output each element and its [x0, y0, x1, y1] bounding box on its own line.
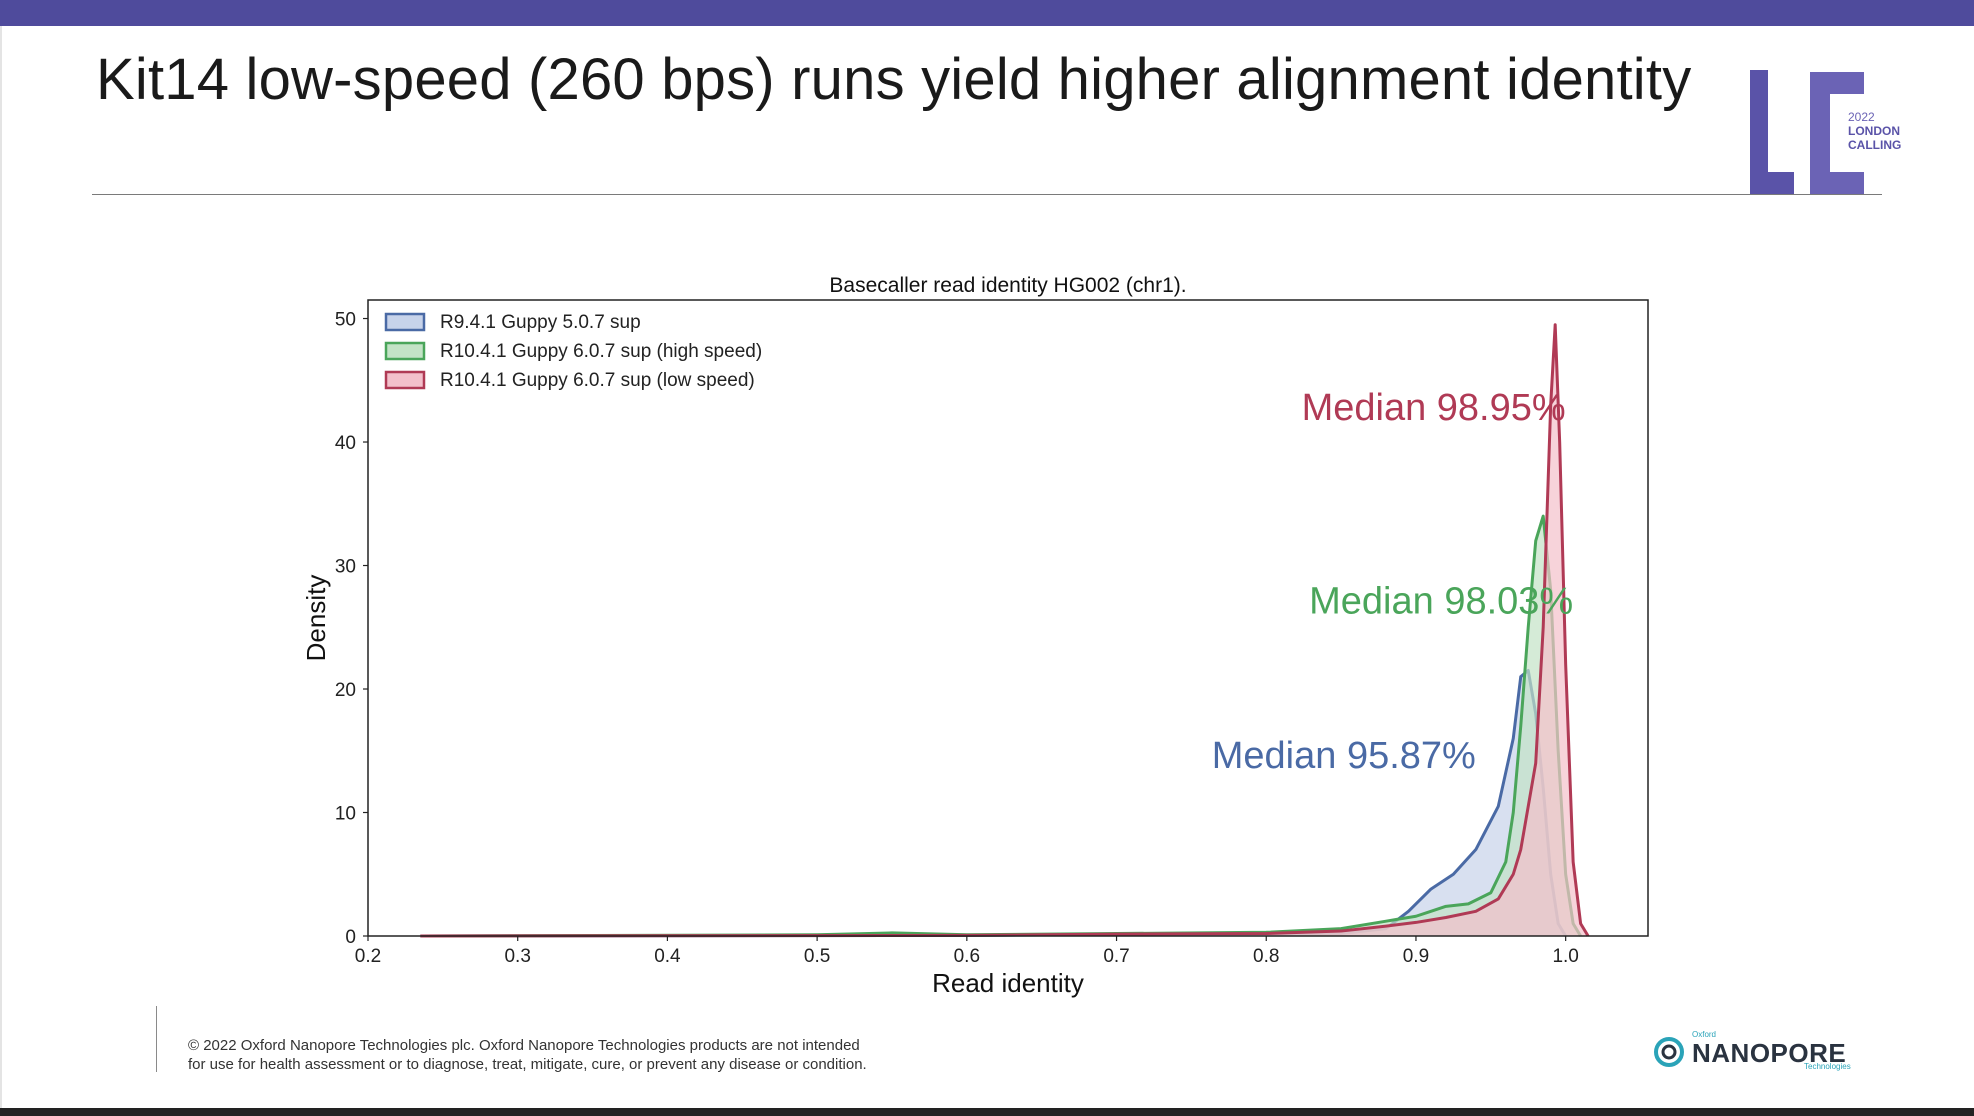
series-area-1 — [420, 670, 1566, 936]
footer-divider — [156, 1006, 157, 1072]
x-tick-label: 0.6 — [954, 946, 980, 967]
y-tick-label: 40 — [335, 433, 356, 454]
slide-title: Kit14 low-speed (260 bps) runs yield hig… — [96, 47, 1692, 112]
x-tick-label: 0.8 — [1253, 946, 1279, 967]
x-tick-label: 0.2 — [355, 946, 381, 967]
footer-line-1: © 2022 Oxford Nanopore Technologies plc.… — [188, 1037, 860, 1054]
slide-left-edge — [0, 26, 2, 1108]
legend-label-2: R10.4.1 Guppy 6.0.7 sup (high speed) — [440, 341, 762, 362]
footer-disclaimer: © 2022 Oxford Nanopore Technologies plc.… — [188, 1036, 867, 1074]
lc-year: 2022 — [1848, 110, 1875, 124]
title-divider — [92, 194, 1882, 195]
x-tick-label: 0.3 — [504, 946, 530, 967]
series-line-1 — [420, 668, 1567, 938]
legend-label-3: R10.4.1 Guppy 6.0.7 sup (low speed) — [440, 370, 755, 391]
y-axis-label: Density — [301, 575, 331, 662]
nanopore-technologies: Technologies — [1804, 1062, 1851, 1071]
read-identity-density-chart: Basecaller read identity HG002 (chr1). 0.… — [301, 274, 1649, 998]
series-area-2 — [420, 516, 1581, 936]
lc-line-1: LONDON — [1848, 124, 1900, 138]
y-tick-label: 20 — [335, 680, 356, 701]
x-tick-label: 0.5 — [804, 946, 830, 967]
legend-swatch-2 — [384, 341, 426, 361]
y-tick-label: 10 — [335, 804, 356, 825]
lc-wordmark: LONDON CALLING — [1848, 124, 1901, 152]
series-line-2 — [420, 514, 1582, 938]
footer-line-2: for use for health assessment or to diag… — [188, 1056, 867, 1073]
top-accent-bar — [0, 0, 1974, 26]
nanopore-oxford: Oxford — [1692, 1030, 1717, 1039]
y-tick-label: 50 — [335, 310, 356, 331]
y-tick-label: 0 — [345, 927, 356, 948]
legend-swatch-3 — [384, 370, 426, 390]
median-annotation-2: Median 98.03% — [1309, 581, 1573, 623]
chart-plot-layer: Basecaller read identity HG002 (chr1). 0.… — [301, 274, 1649, 998]
median-annotation-1: Median 98.95% — [1302, 387, 1566, 429]
x-tick-label: 0.7 — [1103, 946, 1129, 967]
nanopore-wordmark: NANOPORE — [1692, 1038, 1847, 1068]
x-tick-label: 1.0 — [1552, 946, 1578, 967]
legend-swatch-1 — [384, 312, 426, 332]
bottom-bar — [0, 1108, 1974, 1116]
legend-label-1: R9.4.1 Guppy 5.0.7 sup — [440, 312, 641, 333]
lc-line-2: CALLING — [1848, 138, 1902, 152]
x-tick-label: 0.4 — [654, 946, 681, 967]
x-tick-label: 0.9 — [1403, 946, 1429, 967]
y-tick-label: 30 — [335, 557, 356, 578]
london-calling-logo — [1750, 70, 1864, 194]
x-axis-label: Read identity — [932, 968, 1084, 998]
chart-title: Basecaller read identity HG002 (chr1). — [829, 274, 1186, 297]
nanopore-logo-icon — [1654, 1037, 1684, 1067]
plot-frame — [367, 299, 1649, 937]
series-line-3 — [420, 323, 1590, 938]
median-annotation-3: Median 95.87% — [1212, 735, 1476, 777]
